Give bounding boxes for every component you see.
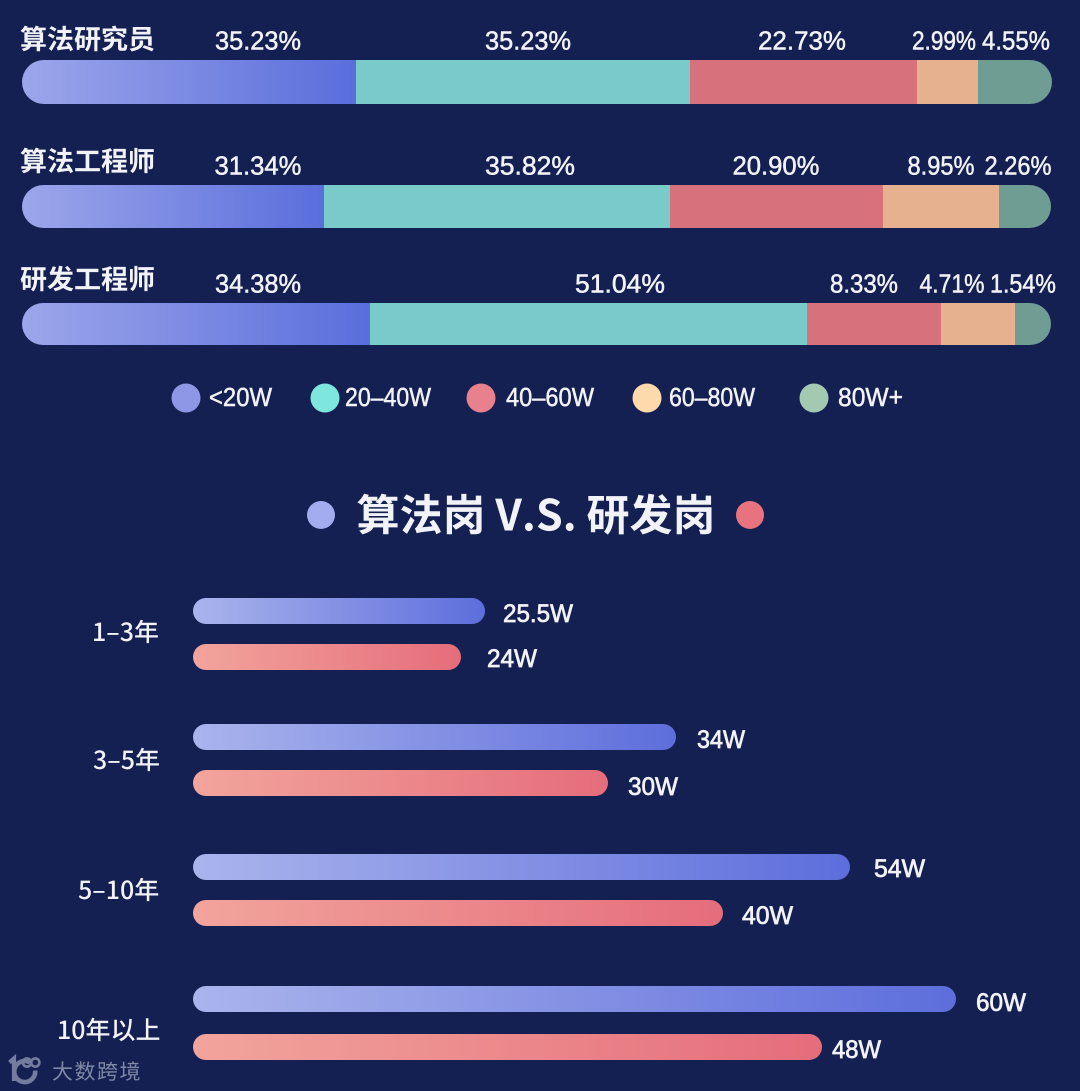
svg-text:4.55%: 4.55% (982, 26, 1050, 56)
svg-text:25.5W: 25.5W (503, 600, 573, 628)
svg-text:48W: 48W (832, 1036, 881, 1064)
svg-text:35.23%: 35.23% (485, 26, 571, 56)
svg-text:2.99%: 2.99% (912, 26, 976, 56)
svg-text:31.34%: 31.34% (215, 151, 302, 181)
svg-text:8.95%: 8.95% (908, 151, 975, 181)
svg-text:1.54%: 1.54% (990, 269, 1056, 299)
svg-text:40–60W: 40–60W (506, 382, 594, 412)
svg-text:34W: 34W (697, 726, 745, 754)
svg-text:<20W: <20W (209, 382, 272, 412)
svg-text:54W: 54W (874, 855, 925, 883)
svg-text:60W: 60W (976, 989, 1026, 1017)
svg-text:35.82%: 35.82% (485, 151, 575, 181)
svg-text:30W: 30W (628, 773, 678, 801)
svg-text:20–40W: 20–40W (345, 382, 431, 412)
svg-text:34.38%: 34.38% (215, 269, 301, 299)
svg-text:8.33%: 8.33% (830, 269, 898, 299)
svg-text:35.23%: 35.23% (215, 26, 301, 56)
svg-text:4.71%: 4.71% (920, 269, 985, 299)
svg-text:2.26%: 2.26% (985, 151, 1052, 181)
svg-text:22.73%: 22.73% (758, 26, 846, 56)
svg-text:60–80W: 60–80W (669, 382, 755, 412)
svg-text:40W: 40W (742, 902, 793, 930)
svg-text:80W+: 80W+ (838, 382, 903, 412)
svg-text:51.04%: 51.04% (575, 269, 665, 299)
svg-text:20.90%: 20.90% (733, 151, 820, 181)
svg-text:24W: 24W (487, 645, 537, 673)
